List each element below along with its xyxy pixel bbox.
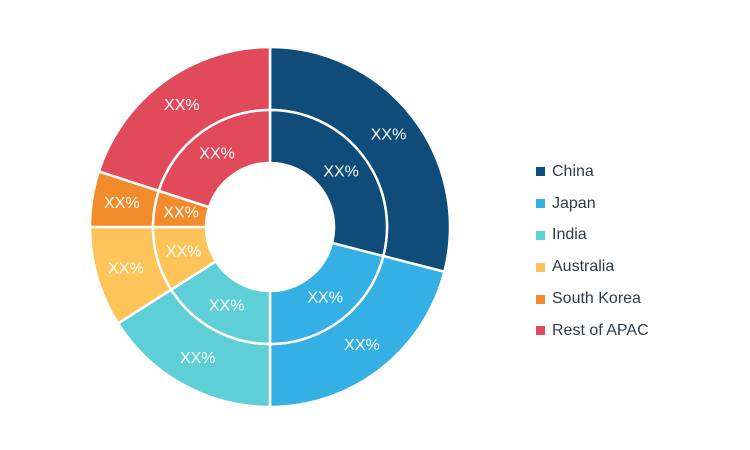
outer-label-japan: XX%: [344, 337, 380, 354]
legend-swatch: [536, 199, 545, 209]
legend-swatch: [536, 326, 545, 336]
inner-label-australia: XX%: [166, 244, 202, 261]
outer-label-rest-of-apac: XX%: [164, 97, 200, 114]
inner-label-japan: XX%: [307, 290, 343, 307]
legend-label: Australia: [552, 258, 615, 276]
legend-label: Japan: [552, 194, 596, 212]
inner-slice-japan: [268, 241, 385, 346]
legend-swatch: [536, 262, 545, 272]
legend-swatch: [536, 294, 545, 304]
outer-label-india: XX%: [180, 350, 216, 367]
legend-item-japan: Japan: [536, 188, 649, 220]
inner-slice-rest-of-apac: [157, 108, 272, 209]
legend-item-india: India: [536, 220, 649, 252]
inner-label-south-korea: XX%: [163, 204, 199, 221]
legend-label: South Korea: [552, 290, 641, 308]
legend-item-rest-of-apac: Rest of APAC: [536, 315, 649, 347]
inner-slice-china: [268, 108, 389, 258]
outer-label-south-korea: XX%: [104, 195, 140, 212]
legend-label: Rest of APAC: [552, 321, 649, 339]
legend-swatch: [536, 167, 545, 177]
legend-label: India: [552, 226, 587, 244]
outer-label-australia: XX%: [108, 260, 144, 277]
legend-swatch: [536, 230, 545, 240]
outer-label-china: XX%: [371, 127, 407, 144]
legend-item-china: China: [536, 156, 649, 188]
inner-label-china: XX%: [323, 163, 359, 180]
inner-label-india: XX%: [209, 297, 245, 314]
legend-item-australia: Australia: [536, 251, 649, 283]
legend-item-south-korea: South Korea: [536, 283, 649, 315]
legend-label: China: [552, 162, 594, 180]
legend: China Japan India Australia South Korea Rest …: [536, 156, 649, 347]
inner-label-rest-of-apac: XX%: [199, 146, 235, 163]
